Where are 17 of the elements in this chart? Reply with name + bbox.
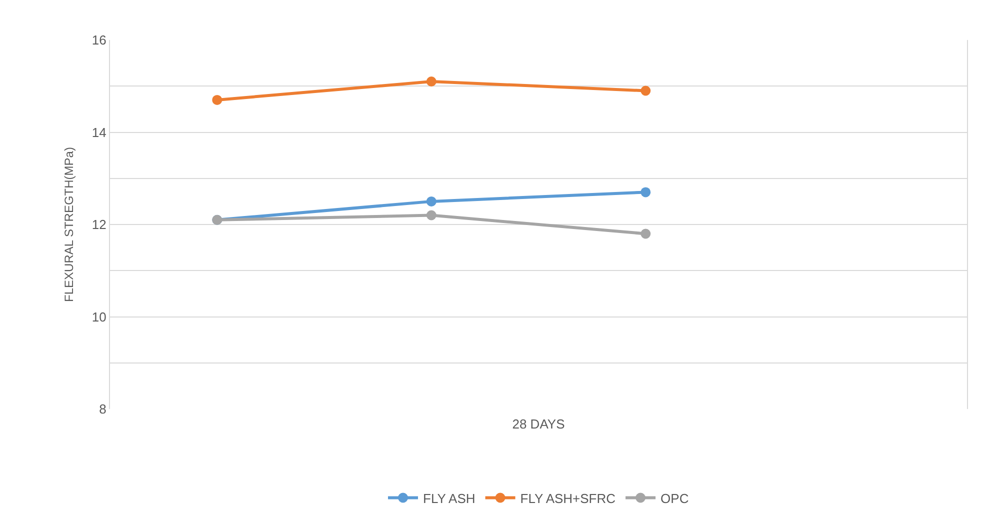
point xyxy=(426,76,436,87)
x-axis-title: 28 DAYS xyxy=(512,416,566,432)
legend-label: OPC xyxy=(660,490,689,506)
legend-label: FLY ASH+SFRC xyxy=(520,490,616,506)
y-tick-label: 14 xyxy=(92,124,106,140)
y-tick-label: 16 xyxy=(92,32,106,48)
point xyxy=(426,196,436,206)
point xyxy=(640,187,651,198)
point xyxy=(212,94,222,105)
y-tick-label: 8 xyxy=(99,402,106,417)
y-axis-title: FLEXURAL STREGTH(MPa) xyxy=(62,147,76,302)
legend-label: FLY ASH xyxy=(423,490,476,506)
point xyxy=(426,210,436,220)
y-tick-label: 12 xyxy=(92,217,106,232)
y-tick-label: 10 xyxy=(92,309,106,324)
point xyxy=(640,228,651,239)
point xyxy=(640,86,651,96)
